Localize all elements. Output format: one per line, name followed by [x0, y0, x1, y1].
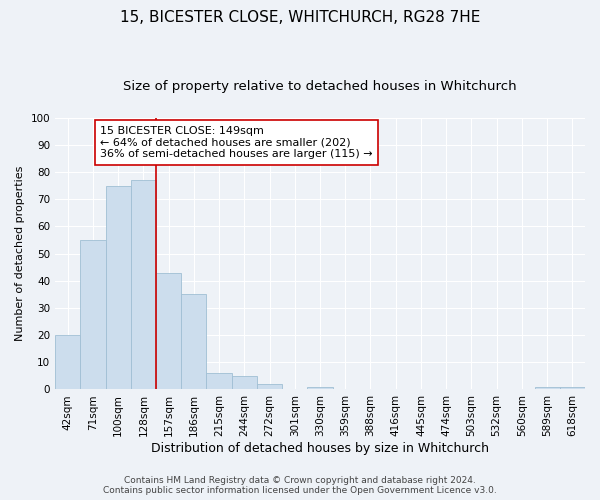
Bar: [55, 335, 80, 390]
Bar: [181, 294, 206, 390]
Bar: [535, 386, 560, 390]
Bar: [232, 376, 257, 390]
Text: 15, BICESTER CLOSE, WHITCHURCH, RG28 7HE: 15, BICESTER CLOSE, WHITCHURCH, RG28 7HE: [120, 10, 480, 25]
Bar: [80, 240, 106, 390]
Bar: [206, 373, 232, 390]
Text: Contains HM Land Registry data © Crown copyright and database right 2024.
Contai: Contains HM Land Registry data © Crown c…: [103, 476, 497, 495]
Bar: [131, 180, 156, 390]
Y-axis label: Number of detached properties: Number of detached properties: [15, 166, 25, 342]
Bar: [257, 384, 282, 390]
X-axis label: Distribution of detached houses by size in Whitchurch: Distribution of detached houses by size …: [151, 442, 489, 455]
Bar: [560, 386, 585, 390]
Text: 15 BICESTER CLOSE: 149sqm
← 64% of detached houses are smaller (202)
36% of semi: 15 BICESTER CLOSE: 149sqm ← 64% of detac…: [100, 126, 373, 159]
Bar: [106, 186, 131, 390]
Title: Size of property relative to detached houses in Whitchurch: Size of property relative to detached ho…: [123, 80, 517, 93]
Bar: [156, 272, 181, 390]
Bar: [307, 386, 332, 390]
